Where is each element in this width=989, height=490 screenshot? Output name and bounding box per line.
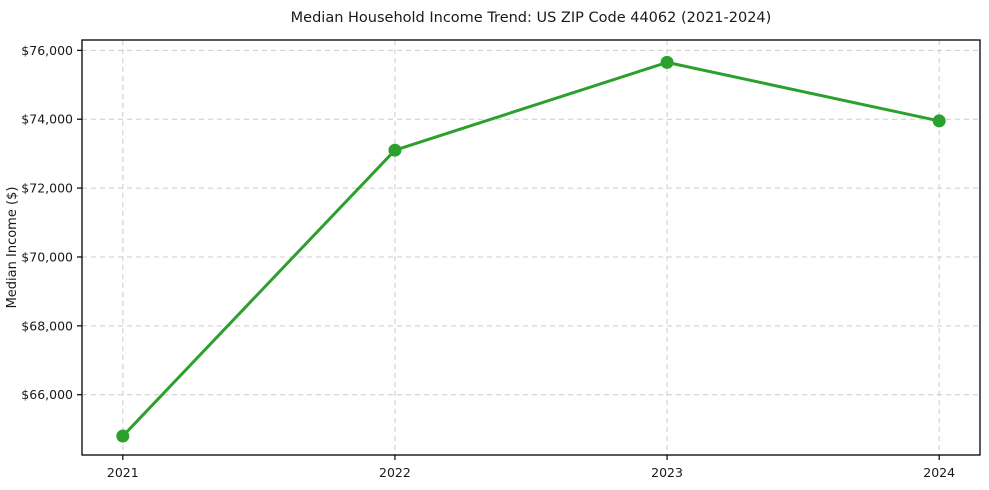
- axis-frame: [81, 39, 981, 456]
- y-tick-label: $76,000: [21, 43, 73, 58]
- x-tick-label: 2022: [379, 465, 411, 480]
- data-point-2021: [116, 429, 130, 443]
- y-tick-label: $66,000: [21, 387, 73, 402]
- x-tick-label: 2023: [651, 465, 683, 480]
- y-tick-label: $72,000: [21, 181, 73, 196]
- x-tick-label: 2021: [107, 465, 139, 480]
- data-point-2022: [388, 143, 402, 157]
- chart-title: Median Household Income Trend: US ZIP Co…: [291, 10, 772, 26]
- y-axis-label: Median Income ($): [5, 187, 20, 309]
- data-point-2024: [932, 114, 946, 128]
- y-tick-label: $74,000: [21, 112, 73, 127]
- y-tick-label: $68,000: [21, 318, 73, 333]
- y-tick-label: $70,000: [21, 249, 73, 264]
- x-tick-label: 2024: [923, 465, 955, 480]
- data-point-2023: [660, 55, 674, 69]
- income-trend-line: [121, 60, 941, 438]
